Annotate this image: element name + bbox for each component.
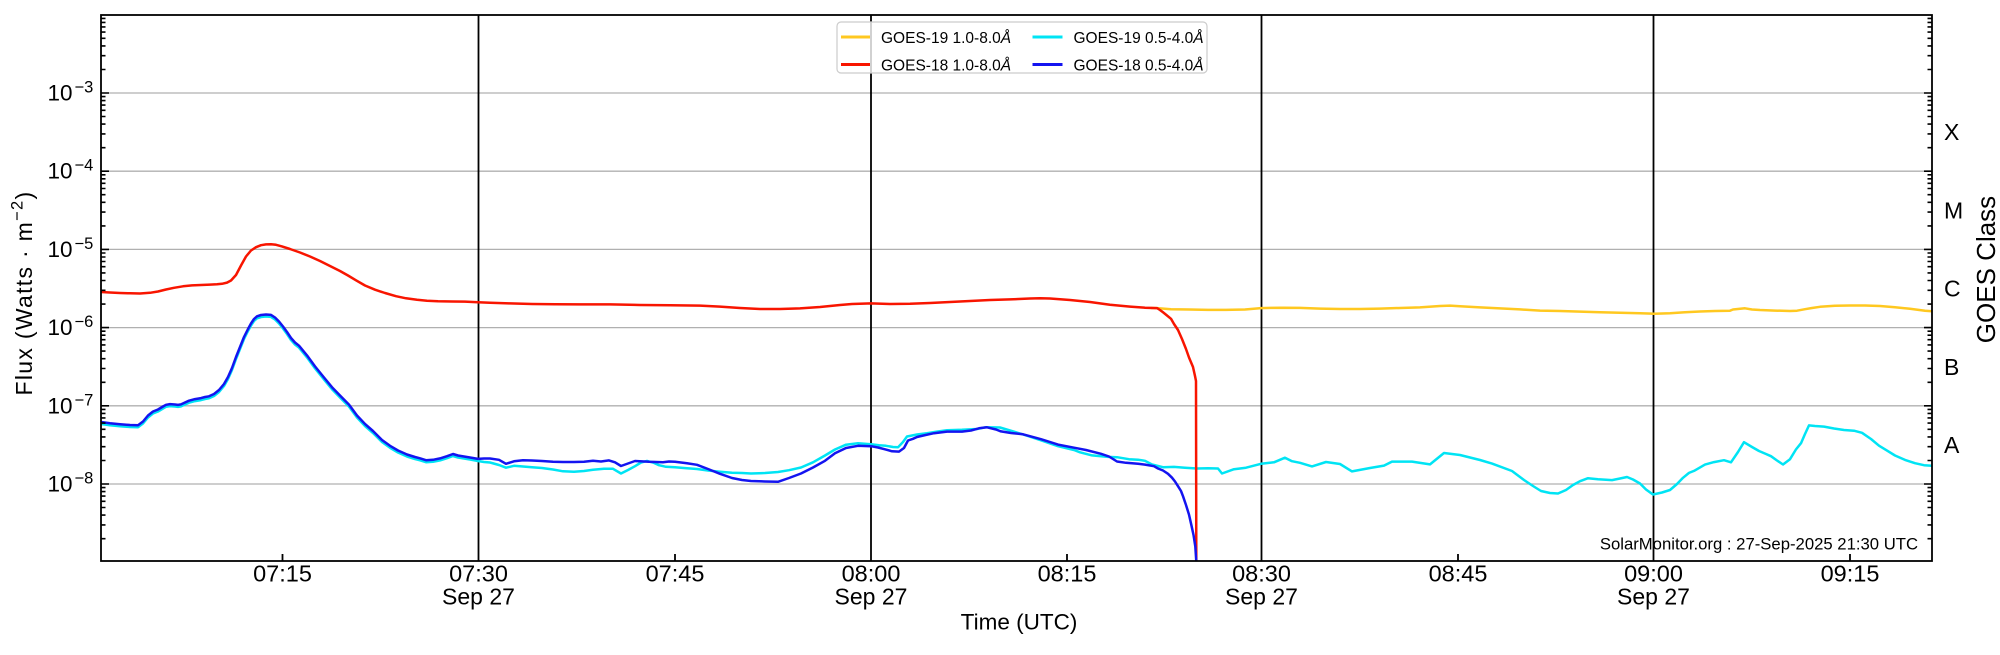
svg-text:GOES-19 0.5-4.0Å: GOES-19 0.5-4.0Å xyxy=(1074,30,1204,47)
svg-text:X: X xyxy=(1944,119,1959,145)
svg-text:10: 10 xyxy=(47,159,72,184)
svg-text:−3: −3 xyxy=(75,79,94,97)
svg-text:07:45: 07:45 xyxy=(646,561,705,587)
svg-text:−6: −6 xyxy=(75,313,94,331)
svg-text:Flux (Watts · m−2): Flux (Watts · m−2) xyxy=(9,191,38,396)
svg-text:10: 10 xyxy=(47,393,72,418)
svg-text:09:15: 09:15 xyxy=(1821,561,1880,587)
svg-text:SolarMonitor.org : 27-Sep-2025: SolarMonitor.org : 27-Sep-2025 21:30 UTC xyxy=(1600,535,1918,554)
svg-text:07:15: 07:15 xyxy=(253,561,312,587)
svg-text:GOES Class: GOES Class xyxy=(1971,196,2000,343)
svg-text:07:30: 07:30 xyxy=(449,561,508,587)
svg-text:08:00: 08:00 xyxy=(842,561,901,587)
svg-text:10: 10 xyxy=(47,315,72,340)
svg-text:08:45: 08:45 xyxy=(1429,561,1488,587)
svg-text:08:30: 08:30 xyxy=(1232,561,1291,587)
svg-text:10: 10 xyxy=(47,81,72,106)
svg-text:Sep 27: Sep 27 xyxy=(835,583,908,609)
svg-text:A: A xyxy=(1944,432,1960,458)
svg-text:C: C xyxy=(1944,276,1961,302)
svg-text:Sep 27: Sep 27 xyxy=(442,583,515,609)
svg-text:M: M xyxy=(1944,197,1963,223)
svg-text:Sep 27: Sep 27 xyxy=(1617,583,1690,609)
svg-text:−7: −7 xyxy=(75,391,94,409)
svg-text:08:15: 08:15 xyxy=(1038,561,1097,587)
svg-text:−5: −5 xyxy=(75,235,94,253)
svg-text:Sep 27: Sep 27 xyxy=(1225,583,1298,609)
svg-text:−4: −4 xyxy=(75,157,94,175)
svg-text:GOES-18 0.5-4.0Å: GOES-18 0.5-4.0Å xyxy=(1074,58,1204,75)
svg-text:10: 10 xyxy=(47,472,72,497)
svg-text:10: 10 xyxy=(47,237,72,262)
svg-text:GOES-18 1.0-8.0Å: GOES-18 1.0-8.0Å xyxy=(881,58,1011,75)
svg-text:GOES-19 1.0-8.0Å: GOES-19 1.0-8.0Å xyxy=(881,30,1011,47)
svg-text:B: B xyxy=(1944,354,1959,380)
svg-text:−8: −8 xyxy=(75,470,94,488)
svg-text:09:00: 09:00 xyxy=(1624,561,1683,587)
svg-text:Time (UTC): Time (UTC) xyxy=(961,610,1078,635)
